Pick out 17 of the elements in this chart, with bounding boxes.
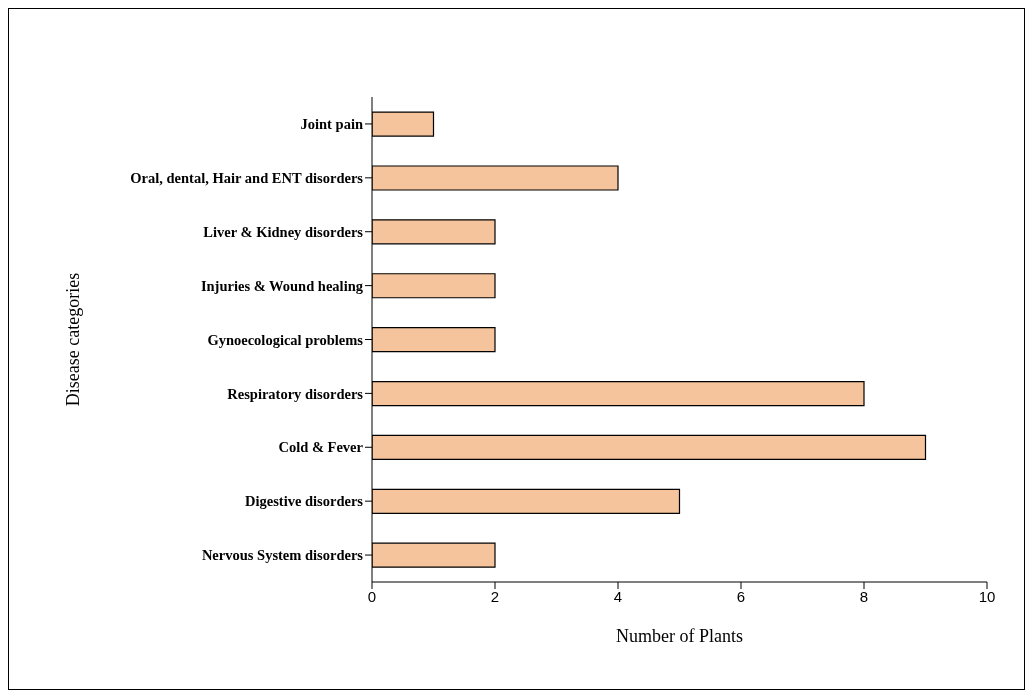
- y-tick-label: Oral, dental, Hair and ENT disorders: [130, 169, 364, 186]
- x-tick-label: 6: [736, 587, 746, 605]
- x-tick-label: 8: [859, 587, 869, 605]
- y-tick-label: Cold & Fever: [278, 439, 364, 456]
- x-tick-label: 10: [978, 587, 996, 605]
- x-tick-label: 4: [613, 587, 623, 605]
- x-tick-label: 0: [367, 587, 377, 605]
- y-axis-title: Disease categories: [63, 272, 84, 407]
- y-tick-label: Injuries & Wound healing: [200, 277, 364, 294]
- y-tick-label: Nervous System disorders: [201, 547, 364, 564]
- y-tick-label: Digestive disorders: [245, 493, 364, 510]
- x-axis-title: Number of Plants: [616, 626, 743, 646]
- y-tick-label: Gynoecological problems: [207, 331, 364, 348]
- y-tick-label: Respiratory disorders: [227, 385, 364, 402]
- x-tick-label: 2: [490, 587, 500, 605]
- y-tick-label: Liver & Kidney disorders: [203, 223, 364, 240]
- y-tick-label: Joint pain: [300, 116, 363, 133]
